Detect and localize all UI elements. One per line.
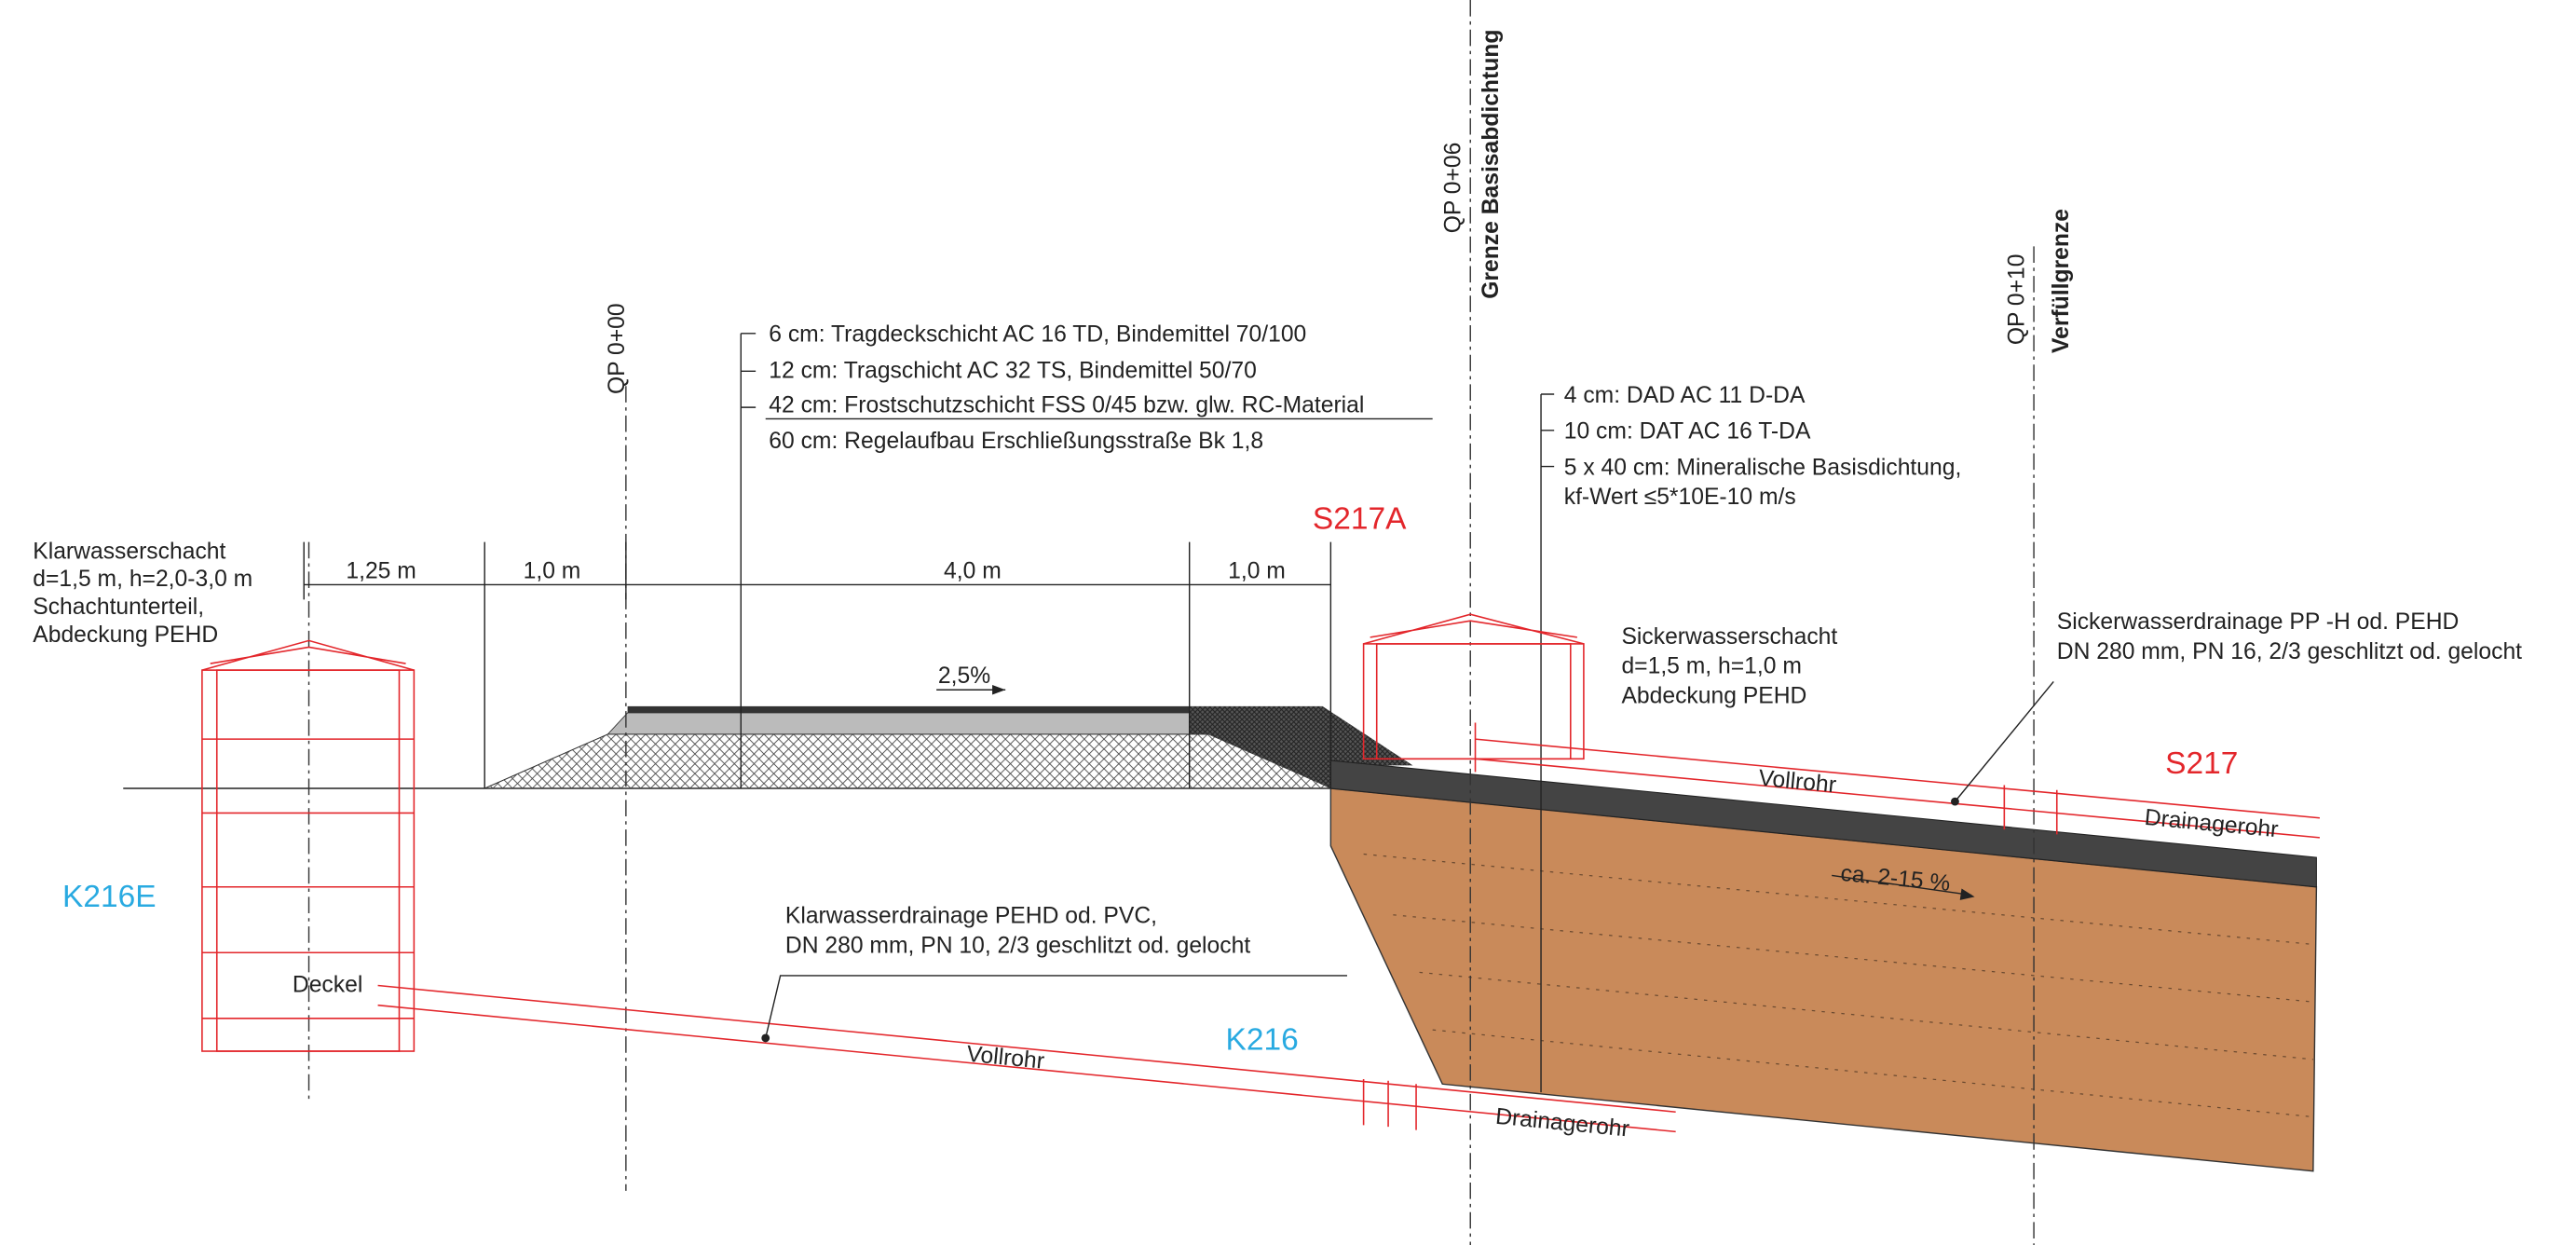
label: Vollrohr [1757, 766, 1837, 799]
note: DN 280 mm, PN 16, 2/3 geschlitzt od. gel… [2057, 639, 2522, 664]
layer: 12 cm: Tragschicht AC 32 TS, Bindemittel… [769, 358, 1257, 383]
layer: 10 cm: DAT AC 16 T-DA [1564, 419, 1811, 445]
note: Abdeckung PEHD [1621, 683, 1806, 708]
dimension: 4,0 m [944, 558, 1002, 583]
station: QP 0+10 [2004, 254, 2029, 346]
station: Verfüllgrenze [2049, 209, 2074, 353]
layer: 60 cm: Regelaufbau Erschließungsstraße B… [769, 429, 1263, 454]
label: Drainagerohr [1494, 1104, 1630, 1142]
note: DN 280 mm, PN 10, 2/3 geschlitzt od. gel… [785, 933, 1250, 958]
dimension: 1,25 m [346, 558, 416, 583]
label: Drainagerohr [2144, 805, 2280, 842]
station: QP 0+06 [1441, 143, 1466, 234]
note: Schachtunterteil, [33, 595, 204, 620]
label: K216 [1225, 1022, 1298, 1057]
note: Klarwasserdrainage PEHD od. PVC, [785, 904, 1157, 929]
label: S217 [2165, 746, 2238, 781]
station: QP 0+00 [605, 303, 630, 394]
slope: 2,5% [938, 664, 990, 689]
layer: 42 cm: Frostschutzschicht FSS 0/45 bzw. … [769, 392, 1364, 417]
note: Klarwasserschacht [33, 539, 225, 564]
label: Deckel [293, 973, 362, 998]
label: S217A [1313, 502, 1407, 537]
layer: 4 cm: DAD AC 11 D-DA [1564, 383, 1806, 408]
dimension: 1,0 m [1228, 558, 1286, 583]
note: Abdeckung PEHD [33, 622, 218, 648]
geometry [123, 0, 2320, 1245]
note: Sickerwasserdrainage PP -H od. PEHD [2057, 609, 2460, 635]
label: Vollrohr [965, 1042, 1045, 1074]
note: Sickerwasserschacht [1621, 624, 1837, 650]
dimension: 1,0 m [524, 558, 581, 583]
layer: 6 cm: Tragdeckschicht AC 16 TD, Bindemit… [769, 322, 1306, 348]
layer: 5 x 40 cm: Mineralische Basisdichtung, [1564, 455, 1962, 480]
layer: kf-Wert ≤5*10E-10 m/s [1564, 485, 1796, 510]
note: d=1,5 m, h=1,0 m [1621, 654, 1801, 679]
label: K216E [62, 880, 157, 914]
station: Grenze Basisabdichtung [1479, 30, 1504, 299]
note: d=1,5 m, h=2,0-3,0 m [33, 567, 252, 592]
labels: QP 0+00 QP 0+06 Grenze Basisabdichtung Q… [33, 30, 2522, 1142]
